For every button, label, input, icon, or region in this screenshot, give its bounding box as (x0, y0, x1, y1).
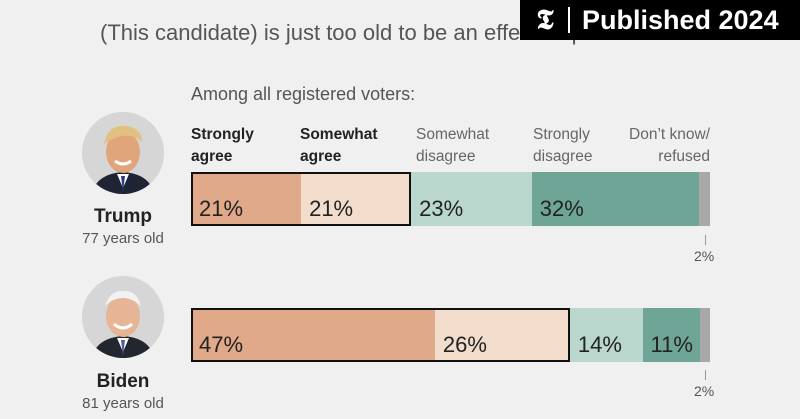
biden-dont-know-tick (705, 370, 706, 380)
trump-bar-segment-somewhat-disagree: 23% (411, 172, 532, 226)
biden-portrait (82, 276, 164, 358)
biden-value-label-somewhat-agree: 26% (442, 332, 487, 357)
category-label-somewhat-disagree: Somewhat disagree (416, 126, 490, 165)
trump-dont-know-label: 2% (694, 248, 715, 264)
trump-value-label-strongly-disagree: 32% (539, 196, 584, 221)
category-label-strongly-disagree: Strongly disagree (533, 126, 593, 165)
category-label-dont-know: Don’t know/refused (629, 126, 710, 165)
chart-subtitle: Among all registered voters: (191, 84, 416, 104)
trump-bar-segment-somewhat-agree: 21% (301, 172, 412, 226)
trump-name: Trump (93, 206, 153, 227)
biden-bar-segment-strongly-agree: 47% (191, 308, 435, 362)
trump-value-label-somewhat-agree: 21% (309, 196, 354, 221)
biden-bar-segment-somewhat-disagree: 14% (569, 308, 643, 362)
nyt-logo-icon: 𝕿 (536, 3, 554, 36)
trump-bar-segment-dont-know (699, 172, 710, 226)
biden-dont-know-label: 2% (694, 383, 715, 399)
published-badge: 𝕿 Published 2024 (520, 0, 800, 40)
biden-bar-segment-dont-know (699, 308, 710, 362)
trump-dont-know-tick (705, 235, 706, 245)
biden-value-label-strongly-disagree: 11% (650, 332, 693, 357)
trump-bar-segment-strongly-agree: 21% (191, 172, 302, 226)
biden-bar-segment-strongly-disagree: 11% (642, 308, 700, 362)
trump-value-label-strongly-agree: 21% (199, 196, 244, 221)
biden-age: 81 years old (82, 395, 164, 412)
biden-name: Biden (96, 371, 150, 392)
trump-value-label-somewhat-disagree: 23% (419, 196, 464, 221)
biden-value-label-strongly-agree: 47% (199, 332, 244, 357)
biden-bar-segment-somewhat-agree: 26% (434, 308, 570, 362)
category-label-strongly-agree: Strongly agree (191, 126, 254, 165)
badge-divider (568, 7, 570, 33)
biden-portrait-icon (82, 276, 164, 358)
trump-age: 77 years old (82, 230, 164, 247)
trump-bar-segment-strongly-disagree: 32% (531, 172, 700, 226)
trump-bar: 21% 21% 23% 32% (191, 172, 710, 226)
trump-portrait-icon (82, 112, 164, 194)
badge-label: Published 2024 (582, 4, 779, 35)
trump-portrait (82, 112, 164, 194)
biden-bar: 47% 26% 14% 11% (191, 308, 710, 362)
biden-value-label-somewhat-disagree: 14% (577, 332, 622, 357)
category-label-somewhat-agree: Somewhat agree (300, 126, 378, 165)
